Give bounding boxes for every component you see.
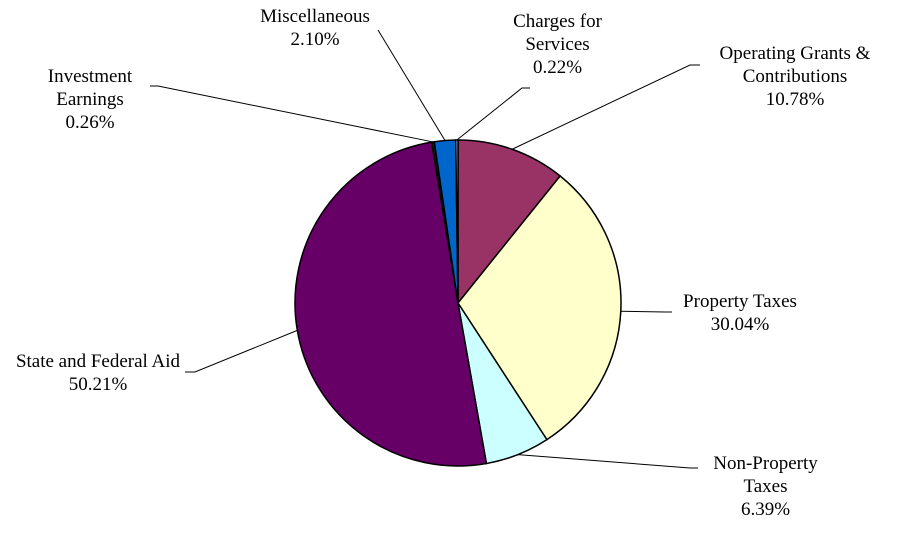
category-label: State and Federal Aid: [15, 351, 181, 372]
category-label: Miscellaneous: [260, 6, 370, 27]
category-label: Non-Property Taxes: [713, 453, 818, 497]
leader-line: [150, 85, 434, 143]
leader-line: [456, 87, 530, 141]
leader-line: [620, 310, 672, 313]
value-label: 0.22%: [532, 57, 583, 78]
pie-slice: [454, 139, 459, 304]
pie-slice: [457, 139, 562, 306]
value-label: 6.39%: [740, 499, 791, 520]
pie-slice: [294, 141, 488, 467]
value-label: 50.21%: [68, 374, 128, 395]
category-label: Charges for Services: [513, 11, 602, 55]
leader-line: [185, 329, 298, 373]
slice-label: Non-Property Taxes 6.39%: [693, 452, 838, 521]
value-label: 0.26%: [65, 112, 115, 133]
slice-label: Investment Earnings 0.26%: [30, 65, 150, 134]
leader-line: [517, 454, 698, 469]
category-label: Operating Grants & Contributions: [719, 43, 871, 87]
leader-line: [511, 64, 700, 150]
slice-label: Miscellaneous 2.10%: [245, 5, 385, 51]
category-label: Property Taxes: [683, 291, 797, 312]
leader-line: [377, 29, 446, 141]
slice-label: Property Taxes 30.04%: [665, 290, 815, 336]
slice-label: State and Federal Aid 50.21%: [8, 350, 188, 396]
category-label: Investment Earnings: [47, 66, 133, 110]
slice-label: Operating Grants & Contributions 10.78%: [695, 42, 895, 111]
value-label: 30.04%: [710, 314, 770, 335]
value-label: 10.78%: [765, 89, 825, 110]
value-label: 2.10%: [290, 29, 340, 50]
slice-label: Charges for Services 0.22%: [500, 10, 615, 79]
pie-slice: [457, 174, 622, 441]
